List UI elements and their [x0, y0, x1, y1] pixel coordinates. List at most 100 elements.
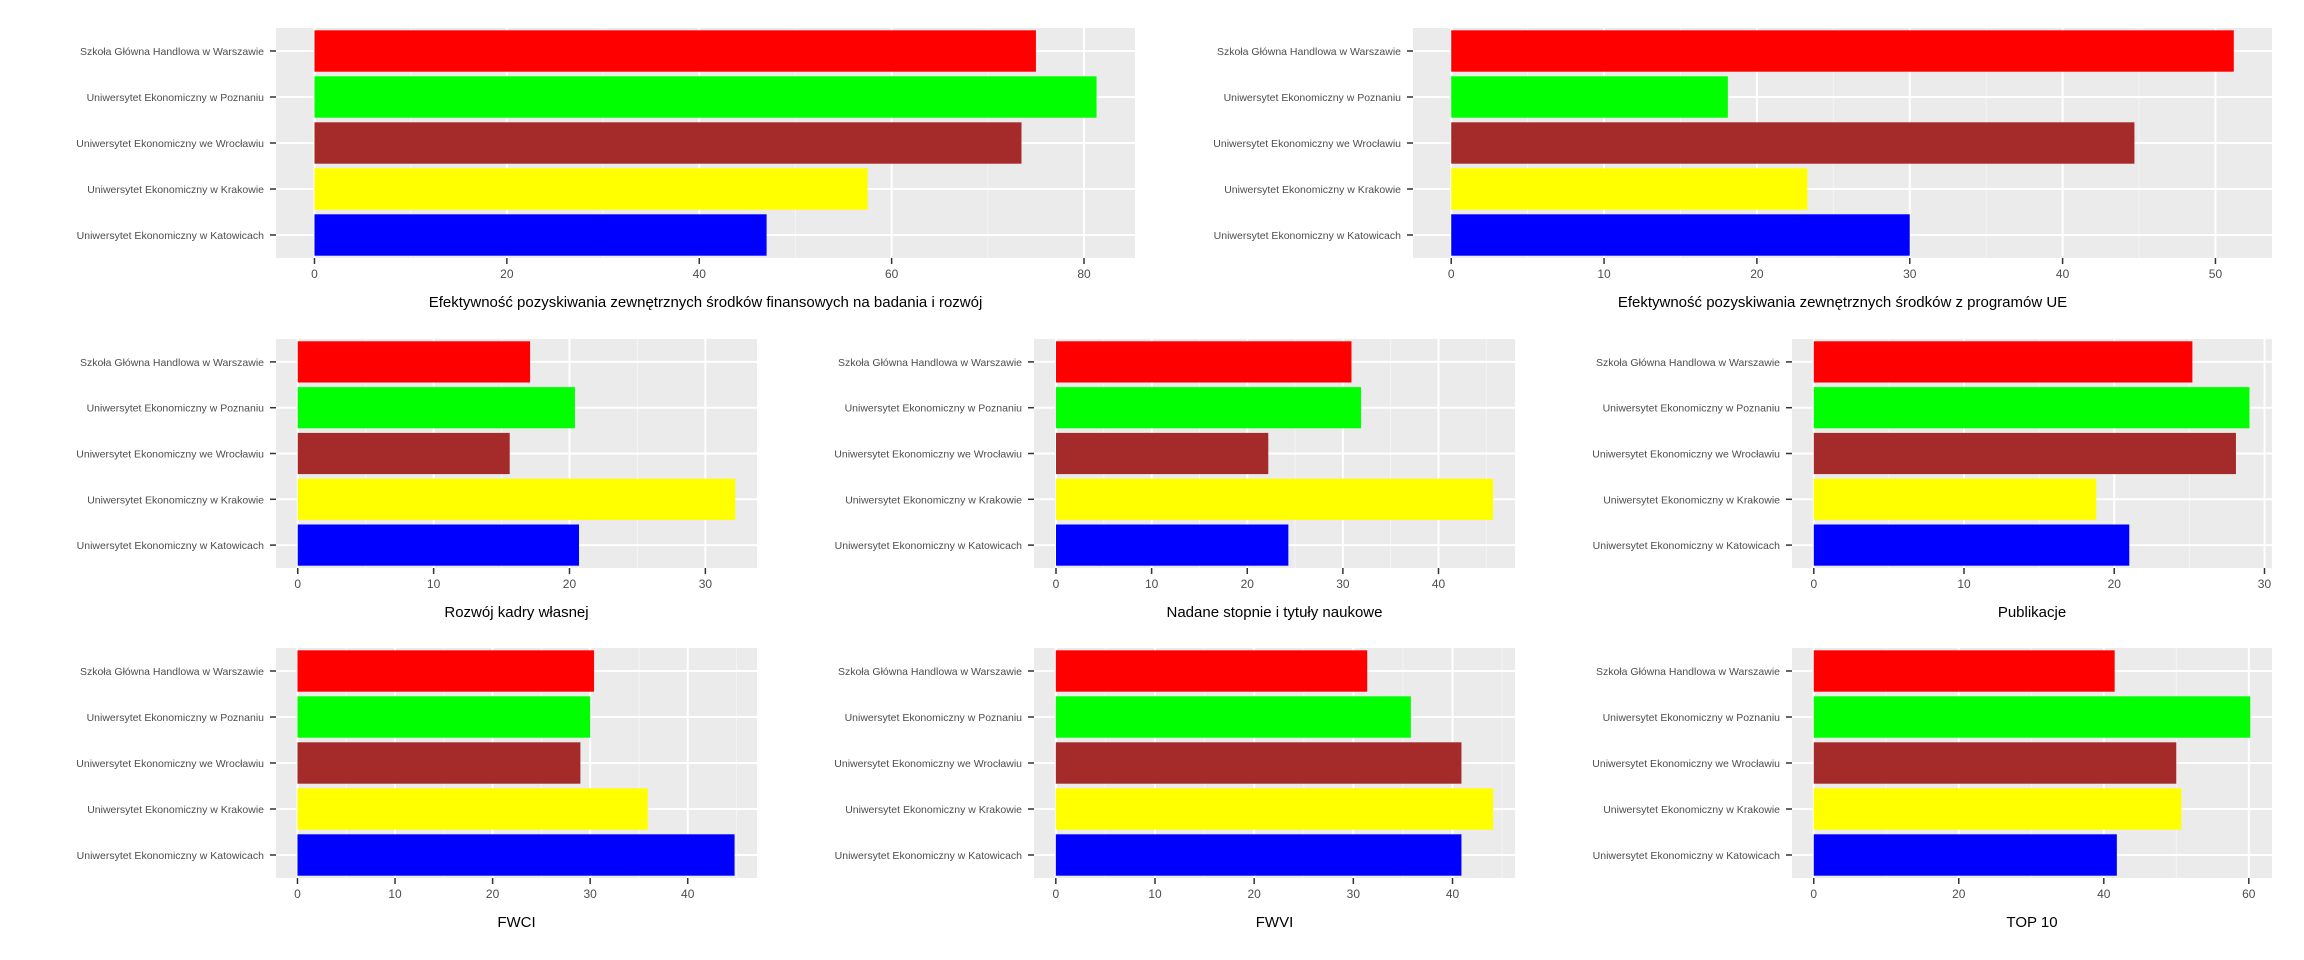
bar: [1813, 650, 2115, 692]
bar: [1813, 341, 2193, 383]
y-tick-label: Uniwersytet Ekonomiczny we Wrocławiu: [76, 758, 264, 770]
chart-panel-4: Szkoła Główna Handlowa w Warszawie Uniwer…: [834, 339, 1515, 621]
bar: [1055, 834, 1462, 876]
y-tick-label: Szkoła Główna Handlowa w Warszawie: [1596, 666, 1780, 678]
x-tick-label: 40: [693, 267, 707, 281]
bar: [1813, 432, 2236, 475]
y-tick-label: Uniwersytet Ekonomiczny w Poznaniu: [87, 403, 265, 415]
bar: [297, 478, 736, 520]
x-tick-label: 30: [2258, 577, 2272, 591]
y-tick-label: Szkoła Główna Handlowa w Warszawie: [838, 357, 1022, 369]
y-tick-label: Uniwersytet Ekonomiczny w Poznaniu: [1603, 712, 1781, 724]
x-tick-label: 20: [2108, 577, 2122, 591]
y-tick-label: Uniwersytet Ekonomiczny we Wrocławiu: [76, 138, 264, 150]
bar: [1813, 834, 2117, 876]
bar: [1813, 788, 2182, 830]
y-tick-label: Uniwersytet Ekonomiczny we Wrocławiu: [76, 449, 264, 461]
y-tick-label: Szkoła Główna Handlowa w Warszawie: [1596, 357, 1780, 369]
chart-panel-8: Szkoła Główna Handlowa w Warszawie Uniwer…: [1592, 648, 2272, 931]
y-tick-label: Uniwersytet Ekonomiczny w Poznaniu: [845, 403, 1023, 415]
x-tick-label: 0: [294, 887, 301, 901]
bar: [1055, 432, 1269, 475]
y-tick-label: Uniwersytet Ekonomiczny w Krakowie: [87, 494, 264, 506]
chart-panel-7: Szkoła Główna Handlowa w Warszawie Uniwer…: [834, 648, 1515, 931]
x-tick-label: 60: [885, 267, 899, 281]
y-tick-label: Uniwersytet Ekonomiczny w Poznaniu: [1603, 403, 1781, 415]
x-tick-label: 0: [1053, 577, 1060, 591]
bar: [1451, 76, 1728, 118]
x-tick-label: 20: [1241, 577, 1255, 591]
y-tick-label: Uniwersytet Ekonomiczny w Katowicach: [77, 540, 264, 552]
x-tick-label: 0: [1810, 887, 1817, 901]
y-tick-label: Uniwersytet Ekonomiczny we Wrocławiu: [1592, 758, 1780, 770]
x-tick-label: 0: [311, 267, 318, 281]
x-tick-label: 30: [1347, 887, 1361, 901]
bar: [314, 168, 868, 210]
y-tick-label: Uniwersytet Ekonomiczny w Poznaniu: [87, 92, 265, 104]
bar: [297, 834, 735, 876]
x-tick-label: 0: [294, 577, 301, 591]
x-tick-label: 60: [2242, 887, 2256, 901]
x-tick-label: 40: [681, 887, 695, 901]
x-tick-label: 10: [1957, 577, 1971, 591]
x-tick-label: 20: [500, 267, 514, 281]
bar: [297, 696, 591, 738]
bar: [1813, 696, 2251, 738]
x-axis-title: TOP 10: [2006, 914, 2057, 931]
y-tick-label: Uniwersytet Ekonomiczny w Katowicach: [77, 230, 264, 242]
x-tick-label: 30: [1903, 267, 1917, 281]
bar: [314, 122, 1022, 164]
y-tick-label: Uniwersytet Ekonomiczny w Poznaniu: [845, 712, 1023, 724]
y-tick-label: Uniwersytet Ekonomiczny w Krakowie: [1603, 804, 1780, 816]
y-tick-label: Uniwersytet Ekonomiczny we Wrocławiu: [1592, 449, 1780, 461]
chart-panel-3: Szkoła Główna Handlowa w Warszawie Uniwer…: [76, 339, 757, 621]
y-tick-label: Uniwersytet Ekonomiczny w Krakowie: [87, 184, 264, 196]
x-tick-label: 30: [583, 887, 597, 901]
bar: [1055, 478, 1494, 520]
chart-panel-5: Szkoła Główna Handlowa w Warszawie Uniwer…: [1592, 339, 2272, 621]
chart-panel-6: Szkoła Główna Handlowa w Warszawie Uniwer…: [76, 648, 757, 931]
y-tick-label: Uniwersytet Ekonomiczny we Wrocławiu: [834, 449, 1022, 461]
x-tick-label: 10: [1597, 267, 1611, 281]
y-tick-label: Uniwersytet Ekonomiczny we Wrocławiu: [1213, 138, 1401, 150]
y-tick-label: Uniwersytet Ekonomiczny w Krakowie: [845, 494, 1022, 506]
x-tick-label: 80: [1077, 267, 1091, 281]
bar: [1813, 478, 2097, 520]
bar: [1055, 696, 1411, 738]
bar: [1451, 168, 1808, 210]
y-tick-label: Uniwersytet Ekonomiczny w Katowicach: [1593, 540, 1780, 552]
y-tick-label: Uniwersytet Ekonomiczny w Krakowie: [1224, 184, 1401, 196]
bar: [314, 30, 1036, 72]
x-tick-label: 10: [388, 887, 402, 901]
x-tick-label: 20: [1750, 267, 1764, 281]
y-tick-label: Uniwersytet Ekonomiczny w Katowicach: [835, 540, 1022, 552]
x-tick-label: 20: [1247, 887, 1261, 901]
bar: [297, 432, 510, 475]
x-tick-label: 20: [1952, 887, 1966, 901]
bar: [297, 341, 531, 383]
y-tick-label: Uniwersytet Ekonomiczny w Krakowie: [1603, 494, 1780, 506]
x-tick-label: 0: [1810, 577, 1817, 591]
y-tick-label: Uniwersytet Ekonomiczny w Katowicach: [77, 850, 264, 862]
x-axis-title: Publikacje: [1998, 604, 2066, 621]
bar: [314, 76, 1097, 118]
y-tick-label: Uniwersytet Ekonomiczny w Katowicach: [835, 850, 1022, 862]
bar: [314, 214, 767, 256]
x-axis-title: Nadane stopnie i tytuły naukowe: [1167, 604, 1383, 621]
x-axis-title: Efektywność pozyskiwania zewnętrznych śr…: [1618, 294, 2067, 311]
x-axis-title: Efektywność pozyskiwania zewnętrznych śr…: [429, 294, 983, 311]
bar: [1813, 742, 2177, 784]
x-tick-label: 30: [699, 577, 713, 591]
bar: [297, 524, 580, 566]
bar: [1813, 524, 2130, 566]
chart-panel-2: Szkoła Główna Handlowa w Warszawie Uniwer…: [1213, 28, 2272, 311]
x-tick-label: 30: [1336, 577, 1350, 591]
bar: [1055, 341, 1352, 383]
bar: [1813, 387, 2250, 429]
y-tick-label: Szkoła Główna Handlowa w Warszawie: [80, 357, 264, 369]
y-tick-label: Uniwersytet Ekonomiczny w Poznaniu: [87, 712, 265, 724]
x-tick-label: 40: [2097, 887, 2111, 901]
y-tick-label: Uniwersytet Ekonomiczny w Katowicach: [1214, 230, 1401, 242]
y-tick-label: Szkoła Główna Handlowa w Warszawie: [80, 46, 264, 58]
